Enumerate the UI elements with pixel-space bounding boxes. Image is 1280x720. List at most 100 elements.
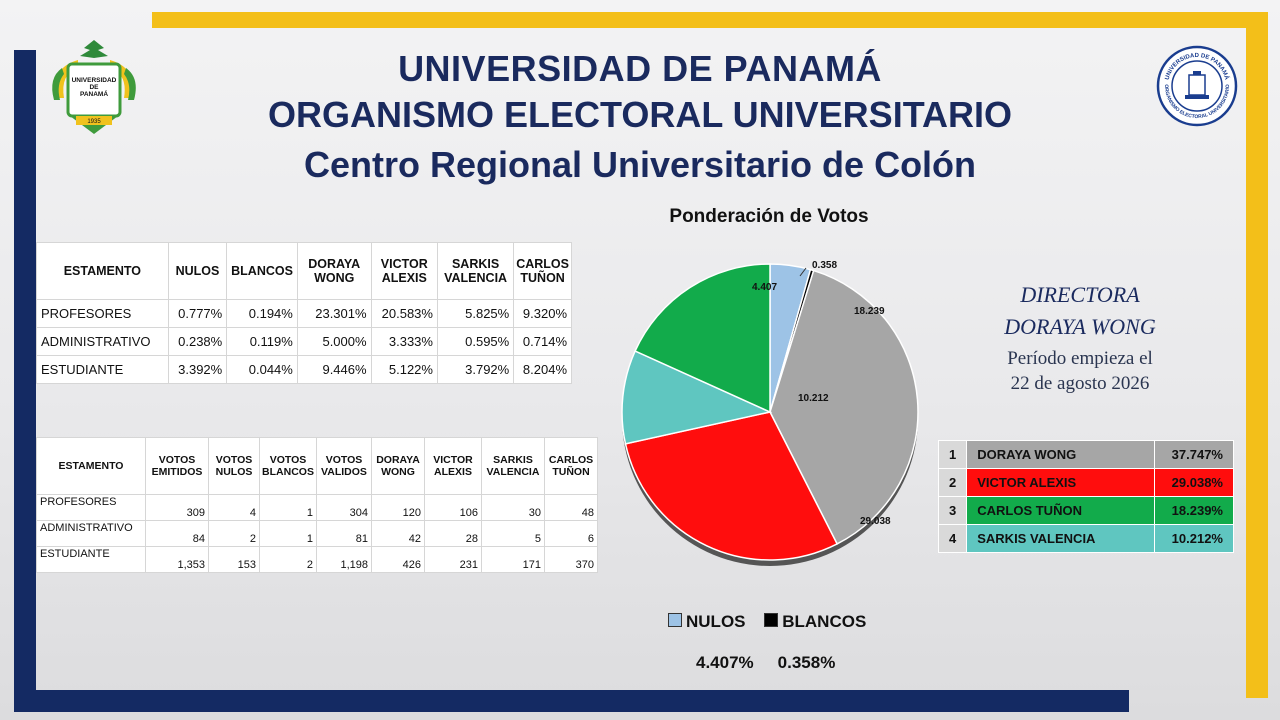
cell: 42 (371, 520, 425, 547)
university-crest-logo: UNIVERSIDAD DE PANAMÁ 1935 (52, 40, 136, 134)
table-header-row: ESTAMENTO VOTOS EMITIDOS VOTOS NULOS VOT… (36, 437, 598, 495)
svg-text:DE: DE (89, 84, 99, 91)
ranking-row: 2 VICTOR ALEXIS 29.038% (937, 468, 1234, 497)
header-organism: ORGANISMO ELECTORAL UNIVERSITARIO (267, 94, 1013, 135)
cell: 81 (316, 520, 372, 547)
director-name: DORAYA WONG (1004, 314, 1156, 339)
cell: 3.792% (436, 355, 515, 384)
cell: 84 (145, 520, 209, 547)
col-header: VICTOR ALEXIS (424, 437, 482, 495)
col-header: SARKIS VALENCIA (436, 242, 515, 300)
pie-data-label: 4.407 (752, 282, 777, 293)
cell: 1,353 (145, 546, 209, 573)
table-row: ADMINISTRATIVO 84 2 1 81 42 28 5 6 (36, 520, 598, 547)
rank-name: CARLOS TUÑON (966, 496, 1155, 525)
pie-data-label: 29.038 (860, 516, 891, 527)
col-header: DORAYA WONG (371, 437, 425, 495)
pie-slice-10-212 (621, 350, 773, 445)
cell: 5.000% (296, 327, 372, 356)
ranking-table: 1 DORAYA WONG 37.747% 2 VICTOR ALEXIS 29… (937, 440, 1234, 553)
table-header-row: ESTAMENTO NULOS BLANCOS DORAYA WONG VICT… (36, 242, 572, 300)
cell: 2 (208, 520, 260, 547)
cell: 1 (259, 520, 317, 547)
svg-text:PANAMÁ: PANAMÁ (80, 89, 108, 98)
col-header: VICTOR ALEXIS (370, 242, 438, 300)
cell: 426 (371, 546, 425, 573)
col-header: ESTAMENTO (36, 437, 146, 495)
legend-label: BLANCOS (782, 612, 867, 631)
col-header: CARLOS TUÑON (513, 242, 572, 300)
legend-swatch (764, 613, 779, 627)
cell: 0.238% (167, 327, 228, 356)
cell: 48 (544, 494, 598, 521)
ranking-row: 1 DORAYA WONG 37.747% (937, 440, 1234, 469)
cell: 0.194% (226, 299, 298, 328)
col-header: ESTAMENTO (36, 242, 169, 300)
rank-name: DORAYA WONG (966, 440, 1155, 469)
svg-text:1935: 1935 (87, 119, 101, 125)
svg-text:UNIVERSIDAD: UNIVERSIDAD (72, 77, 117, 84)
rank-percentage: 29.038% (1154, 468, 1234, 497)
director-title: DIRECTORA (1020, 282, 1140, 307)
table-row: PROFESORES 0.777% 0.194% 23.301% 20.583%… (36, 299, 572, 328)
cell: 20.583% (370, 299, 438, 328)
rank-percentage: 18.239% (1154, 496, 1234, 525)
cell: 1 (259, 494, 317, 521)
col-header: DORAYA WONG (296, 242, 372, 300)
col-header: VOTOS EMITIDOS (145, 437, 209, 495)
cell: 9.446% (296, 355, 372, 384)
frame-bottom-bar (14, 690, 1129, 712)
col-header: BLANCOS (226, 242, 298, 300)
col-header: SARKIS VALENCIA (481, 437, 545, 495)
cell: 0.595% (436, 327, 515, 356)
col-header: NULOS (167, 242, 228, 300)
cell: 5.825% (436, 299, 515, 328)
cell: 0.119% (226, 327, 298, 356)
pie-data-label: 18.239 (854, 306, 885, 317)
pie-slice-29-038 (624, 411, 839, 561)
col-header: VOTOS BLANCOS (259, 437, 317, 495)
period-start-label: Período empieza el (1007, 348, 1153, 369)
cell: 309 (145, 494, 209, 521)
cell: 9.320% (513, 299, 572, 328)
pie-data-label: 0.358 (812, 260, 837, 271)
cell: ADMINISTRATIVO (36, 327, 169, 356)
frame-right-bar (1246, 12, 1268, 698)
legend-label: NULOS (686, 612, 746, 631)
cell: 6 (544, 520, 598, 547)
ranking-row: 4 SARKIS VALENCIA 10.212% (937, 524, 1234, 553)
header-university: UNIVERSIDAD DE PANAMÁ (398, 48, 882, 89)
rank-percentage: 10.212% (1154, 524, 1234, 553)
cell: 370 (544, 546, 598, 573)
col-header: CARLOS TUÑON (544, 437, 598, 495)
blancos-percentage: 0.358% (777, 653, 836, 672)
cell: 231 (424, 546, 482, 573)
cell: ESTUDIANTE (36, 355, 169, 384)
col-header: VOTOS NULOS (208, 437, 260, 495)
cell: ESTUDIANTE (36, 546, 146, 573)
rank-name: VICTOR ALEXIS (966, 468, 1155, 497)
cell: 4 (208, 494, 260, 521)
rank-number: 3 (937, 496, 968, 525)
cell: 3.333% (370, 327, 438, 356)
pie-leader-line (799, 267, 807, 277)
cell: 304 (316, 494, 372, 521)
rank-percentage: 37.747% (1154, 440, 1234, 469)
table-row: ESTUDIANTE 1,353 153 2 1,198 426 231 171… (36, 546, 598, 573)
cell: 5.122% (370, 355, 438, 384)
table-row: ESTUDIANTE 3.392% 0.044% 9.446% 5.122% 3… (36, 355, 572, 384)
frame-top-bar (152, 12, 1268, 28)
legend-values: 4.407% 0.358% (696, 653, 859, 673)
cell: 0.714% (513, 327, 572, 356)
rank-number: 4 (937, 524, 968, 553)
cell: 153 (208, 546, 260, 573)
legend-item-blancos: BLANCOS (764, 612, 866, 632)
chart-legend: NULOS BLANCOS (668, 612, 888, 632)
nulos-percentage: 4.407% (696, 653, 754, 672)
pie-data-label: 10.212 (798, 393, 829, 404)
table-row: PROFESORES 309 4 1 304 120 106 30 48 (36, 494, 598, 521)
cell: 120 (371, 494, 425, 521)
vote-counts-table: ESTAMENTO VOTOS EMITIDOS VOTOS NULOS VOT… (36, 437, 598, 573)
table-row: ADMINISTRATIVO 0.238% 0.119% 5.000% 3.33… (36, 327, 572, 356)
